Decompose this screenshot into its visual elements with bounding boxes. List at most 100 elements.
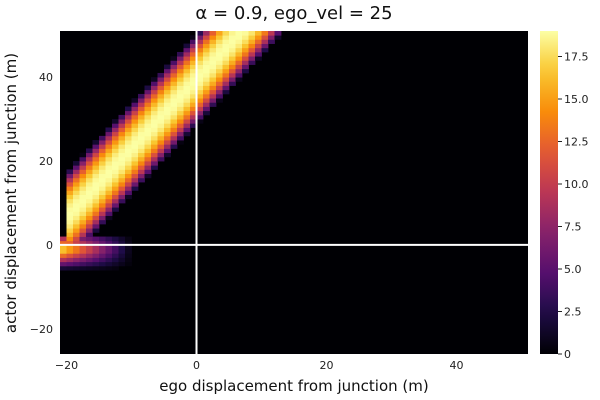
heatmap-cell: [170, 81, 178, 86]
heatmap-cell: [177, 135, 184, 141]
heatmap-cell: [138, 119, 145, 124]
heatmap-cell: [164, 131, 171, 137]
heatmap-cell: [235, 77, 243, 82]
heatmap-cell: [118, 144, 126, 149]
heatmap-cell: [112, 240, 119, 246]
heatmap-cell: [86, 261, 93, 267]
heatmap-cell: [144, 89, 152, 95]
heatmap-cell: [86, 244, 93, 250]
heatmap-cell: [229, 60, 236, 65]
heatmap-cell: [203, 77, 210, 82]
heatmap-cell: [125, 257, 132, 263]
heatmap-cell: [86, 156, 93, 162]
heatmap-cell: [86, 165, 93, 170]
heatmap-cell: [222, 35, 230, 40]
heatmap-cell: [99, 198, 106, 204]
heatmap-cell: [177, 81, 184, 86]
heatmap-cell: [112, 194, 119, 200]
heatmap-cell: [99, 148, 106, 154]
y-tick-label: 0: [46, 239, 53, 252]
heatmap-cell: [79, 156, 87, 162]
heatmap-cell: [177, 102, 184, 107]
heatmap-cell: [177, 114, 184, 120]
heatmap-cell: [138, 177, 145, 183]
colorbar-tick-label: 5.0: [564, 263, 582, 276]
heatmap-cell: [79, 186, 87, 191]
heatmap-cell: [92, 173, 100, 179]
heatmap-cell: [157, 131, 165, 137]
heatmap-cell: [151, 114, 158, 120]
heatmap-cell: [183, 56, 191, 61]
heatmap-cell: [86, 186, 93, 191]
heatmap-cell: [190, 93, 197, 99]
heatmap-cell: [183, 93, 191, 99]
heatmap-cell: [66, 249, 74, 254]
heatmap-cell: [92, 265, 100, 271]
heatmap-cell: [131, 131, 139, 137]
heatmap-cell: [86, 215, 93, 221]
heatmap-cell: [112, 135, 119, 141]
heatmap-cell: [86, 152, 93, 158]
heatmap-cell: [203, 81, 210, 86]
heatmap-cell: [92, 249, 100, 254]
heatmap-cell: [105, 190, 113, 195]
heatmap-cell: [66, 211, 74, 216]
heatmap-cell: [190, 77, 197, 82]
heatmap-cell: [209, 98, 217, 103]
heatmap-cell: [209, 93, 217, 99]
heatmap-cell: [164, 135, 171, 141]
heatmap-cell: [125, 110, 132, 116]
heatmap-cell: [79, 165, 87, 170]
heatmap-cell: [209, 68, 217, 74]
heatmap-cell: [92, 140, 100, 145]
x-axis-ticks: −20 0 20 40: [55, 359, 464, 372]
heatmap-cell: [79, 198, 87, 204]
heatmap-cell: [157, 148, 165, 154]
heatmap-cell: [73, 249, 80, 254]
heatmap-cell: [118, 253, 126, 258]
heatmap-cell: [183, 68, 191, 74]
heatmap-cell: [196, 68, 204, 74]
heatmap-cell: [183, 119, 191, 124]
colorbar-tick-label: 12.5: [564, 136, 589, 149]
heatmap-cell: [170, 123, 178, 128]
heatmap-cell: [138, 106, 145, 112]
heatmap-cell: [157, 135, 165, 141]
heatmap-cell: [209, 72, 217, 78]
y-tick-label: 20: [39, 155, 53, 168]
heatmap-cell: [73, 173, 80, 179]
heatmap-cell: [229, 43, 236, 49]
heatmap-cell: [222, 31, 230, 36]
heatmap-cell: [196, 60, 204, 65]
heatmap-cell: [99, 202, 106, 208]
heatmap-cell: [60, 253, 67, 258]
heatmap-cell: [216, 31, 223, 36]
heatmap-cell: [144, 169, 152, 175]
heatmap-cell: [216, 64, 223, 70]
heatmap-cell: [125, 261, 132, 267]
heatmap-cell: [170, 93, 178, 99]
heatmap-cell: [222, 43, 230, 49]
heatmap-cell: [177, 93, 184, 99]
heatmap-cell: [190, 123, 197, 128]
heatmap-cell: [248, 31, 256, 36]
heatmap-cell: [73, 202, 80, 208]
heatmap-cell: [216, 43, 223, 49]
heatmap-cell: [60, 265, 67, 271]
heatmap-cell: [99, 240, 106, 246]
heatmap-cell: [79, 257, 87, 263]
heatmap-cell: [99, 173, 106, 179]
heatmap-cell: [125, 135, 132, 141]
heatmap-cell: [112, 182, 119, 187]
heatmap-cell: [125, 148, 132, 154]
heatmap-cell: [157, 123, 165, 128]
heatmap-cell: [138, 135, 145, 141]
heatmap-cell: [242, 39, 249, 44]
heatmap-cell: [138, 165, 145, 170]
heatmap-cell: [105, 165, 113, 170]
heatmap-cell: [79, 190, 87, 195]
heatmap-cell: [125, 144, 132, 149]
heatmap-cell: [86, 228, 93, 233]
heatmap-cell: [131, 106, 139, 112]
